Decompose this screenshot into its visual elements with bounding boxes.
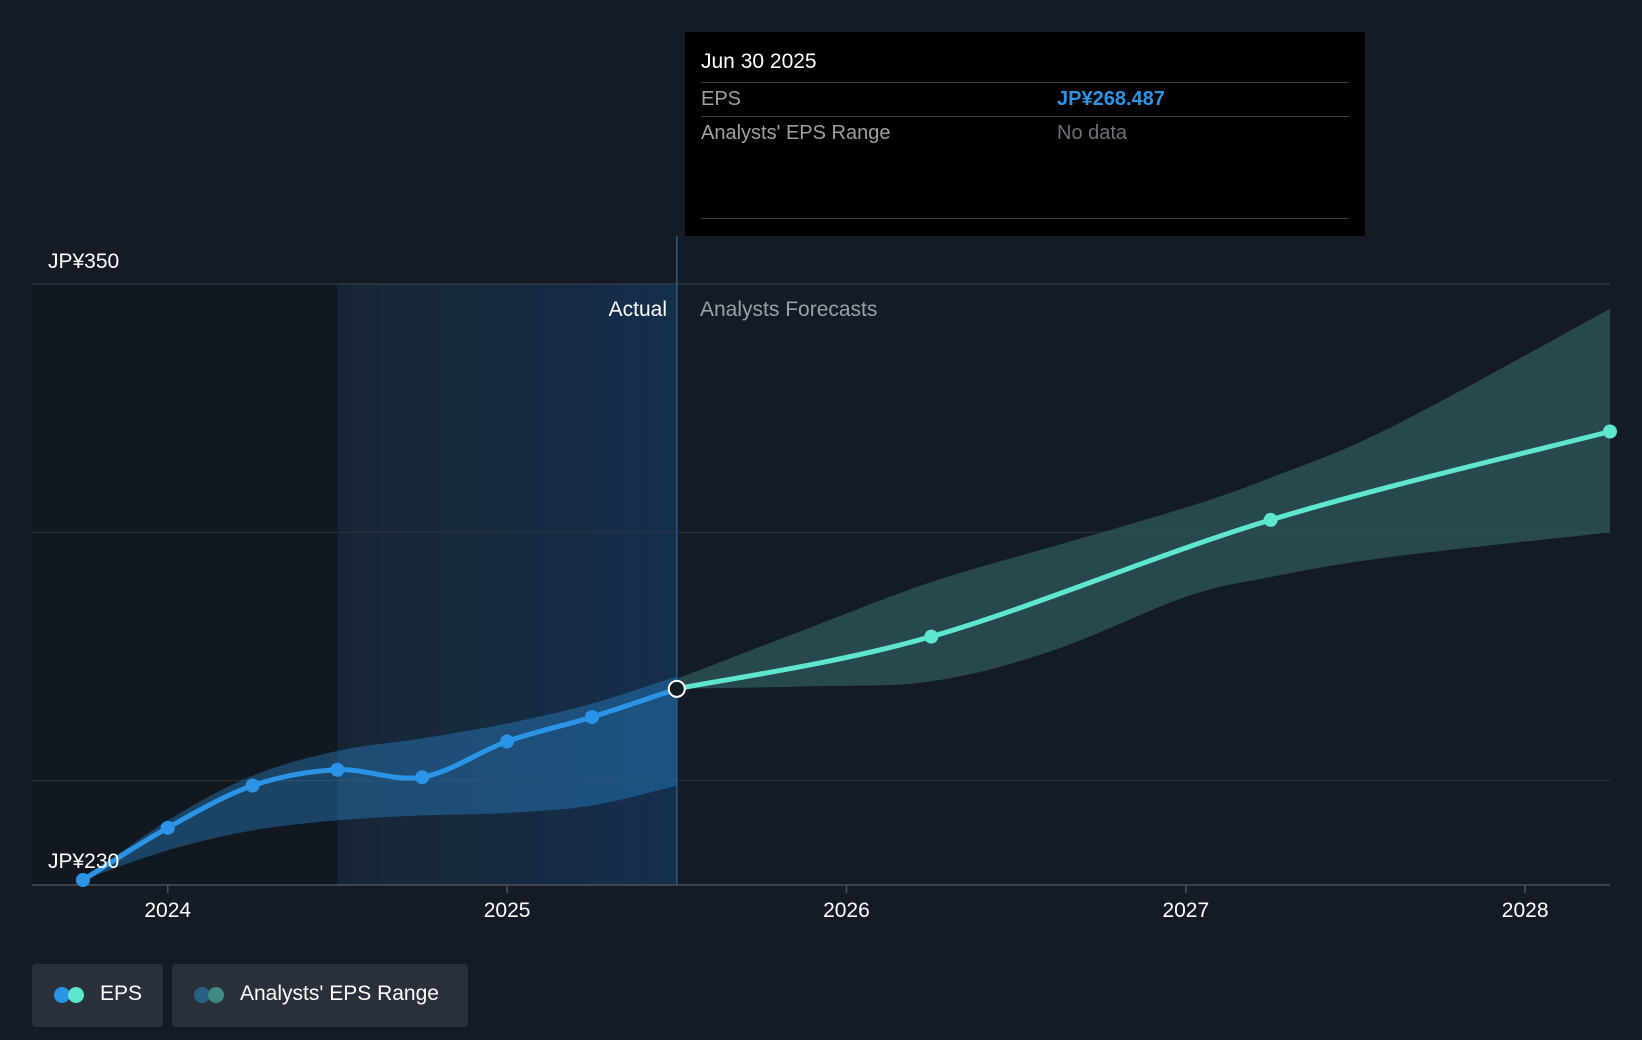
- past-background: [32, 284, 349, 885]
- analysts-eps-range-area: [676, 308, 1610, 689]
- eps-point[interactable]: [330, 762, 345, 777]
- tooltip-range-label: Analysts' EPS Range: [701, 122, 891, 144]
- legend-swatch-icon: [208, 987, 224, 1003]
- x-tick-label: 2027: [1162, 899, 1209, 922]
- x-tick-label: 2024: [144, 899, 191, 922]
- eps-actual-line: [80, 686, 680, 883]
- x-tick-label: 2028: [1502, 899, 1549, 922]
- x-tick-label: 2025: [484, 899, 531, 922]
- tooltip-eps-value: JP¥268.487: [1057, 88, 1165, 110]
- eps-point[interactable]: [75, 873, 90, 887]
- eps-point[interactable]: [245, 778, 260, 793]
- eps-forecast-line: [674, 429, 1613, 692]
- legend-swatch-icon: [68, 987, 84, 1003]
- legend-swatch-icon: [194, 987, 210, 1003]
- legend-swatch-icon: [54, 987, 70, 1003]
- y-label-min: JP¥230: [48, 850, 119, 873]
- eps-forecast-point[interactable]: [924, 629, 939, 644]
- tooltip-date: Jun 30 2025: [701, 50, 817, 73]
- tooltip-range-value: No data: [1057, 122, 1128, 144]
- tooltip-divider: [701, 82, 1349, 83]
- eps-markers: [75, 424, 1617, 887]
- tooltip: Jun 30 2025 EPS JP¥268.487 Analysts' EPS…: [685, 32, 1365, 236]
- legend-item-eps[interactable]: EPS: [32, 964, 163, 1027]
- y-label-max: JP¥350: [48, 250, 119, 273]
- actual-period-shade: [337, 284, 677, 885]
- tooltip-eps-label: EPS: [701, 88, 742, 110]
- forecast-label: Analysts Forecasts: [700, 298, 877, 321]
- x-axis-ticks: 2024 2025 2026 2027 2028: [144, 885, 1549, 922]
- tooltip-divider: [701, 218, 1349, 219]
- eps-point[interactable]: [584, 710, 599, 725]
- eps-point[interactable]: [500, 734, 515, 749]
- x-tick-label: 2026: [823, 899, 870, 922]
- eps-point[interactable]: [415, 770, 430, 785]
- actual-label: Actual: [609, 298, 667, 321]
- legend-label: EPS: [100, 982, 143, 1005]
- eps-forecast-point[interactable]: [1603, 424, 1617, 439]
- legend-item-analysts-range[interactable]: Analysts' EPS Range: [172, 964, 468, 1027]
- eps-point-highlight[interactable]: [667, 679, 686, 698]
- tooltip-divider: [701, 116, 1349, 117]
- actual-eps-range-area: [82, 676, 677, 880]
- eps-forecast-point[interactable]: [1263, 512, 1278, 527]
- legend-label: Analysts' EPS Range: [240, 982, 439, 1005]
- eps-point[interactable]: [160, 820, 175, 835]
